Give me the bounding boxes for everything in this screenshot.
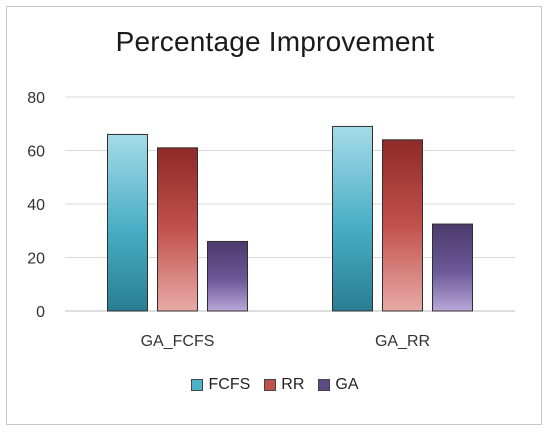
legend-swatch-rr <box>264 379 277 391</box>
y-tick-label: 60 <box>27 144 45 161</box>
bar-rr-ga_rr <box>382 139 423 312</box>
legend: FCFS RR GA <box>0 376 550 394</box>
y-tick-label: 0 <box>36 304 45 321</box>
y-tick-label: 80 <box>27 90 45 107</box>
x-tick-label: GA_FCFS <box>141 333 215 350</box>
legend-label-ga: GA <box>335 376 359 393</box>
legend-item-ga: GA <box>318 376 359 394</box>
bar-rr-ga_fcfs <box>157 147 198 312</box>
chart-frame <box>6 6 542 425</box>
bar-ga-ga_rr <box>432 223 473 312</box>
x-tick-label: GA_RR <box>375 333 430 350</box>
bar-fcfs-ga_fcfs <box>107 133 148 312</box>
legend-item-rr: RR <box>264 376 304 394</box>
chart-title: Percentage Improvement <box>115 26 435 57</box>
bar-ga-ga_fcfs <box>207 240 248 312</box>
legend-item-fcfs: FCFS <box>191 376 250 394</box>
bar-fcfs-ga_rr <box>332 125 373 312</box>
y-tick-label: 40 <box>27 197 45 214</box>
legend-label-rr: RR <box>281 376 305 393</box>
legend-label-fcfs: FCFS <box>208 376 251 393</box>
y-tick-label: 20 <box>27 251 45 268</box>
legend-swatch-ga <box>318 379 331 391</box>
legend-swatch-fcfs <box>191 379 204 391</box>
